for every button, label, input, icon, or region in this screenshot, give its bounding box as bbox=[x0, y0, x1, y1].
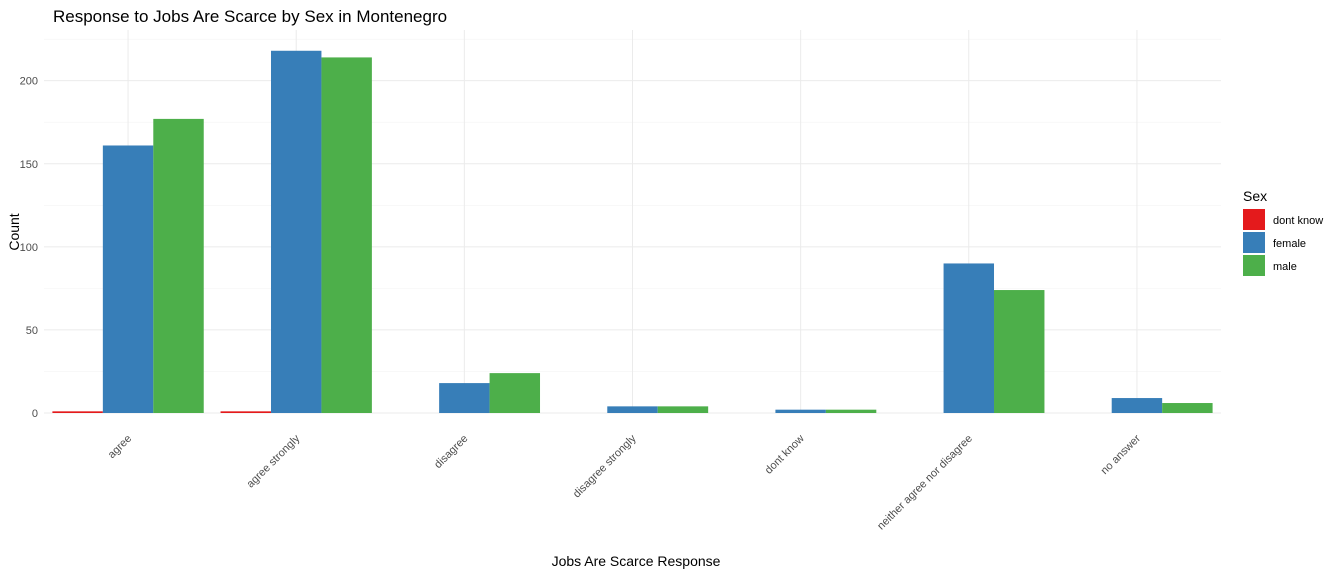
legend-label: male bbox=[1273, 261, 1297, 273]
legend-title: Sex bbox=[1243, 188, 1267, 204]
bars bbox=[52, 50, 1213, 414]
bar bbox=[102, 145, 154, 413]
y-tick-label: 100 bbox=[20, 242, 38, 254]
y-tick-label: 50 bbox=[26, 325, 38, 337]
bar bbox=[321, 57, 372, 414]
bar bbox=[153, 118, 204, 414]
bar bbox=[220, 411, 271, 413]
x-axis-title: Jobs Are Scarce Response bbox=[552, 553, 721, 569]
bar bbox=[775, 409, 826, 413]
y-axis-ticks: 0 50 100 150 200 bbox=[20, 76, 38, 420]
chart-title: Response to Jobs Are Scarce by Sex in Mo… bbox=[53, 7, 447, 26]
bar bbox=[1162, 403, 1213, 413]
bar bbox=[994, 290, 1045, 413]
x-tick-label: no answer bbox=[1099, 432, 1144, 477]
x-tick-label: agree bbox=[106, 433, 134, 461]
x-axis-ticks: agree agree strongly disagree disagree stro… bbox=[106, 432, 1143, 532]
x-tick-label: disagree bbox=[432, 433, 470, 471]
y-tick-label: 0 bbox=[32, 408, 38, 420]
bar bbox=[439, 383, 490, 413]
bar bbox=[1111, 398, 1163, 413]
y-tick-label: 150 bbox=[20, 159, 38, 171]
x-tick-label: neither agree nor disagree bbox=[875, 433, 975, 533]
legend-key bbox=[1243, 232, 1265, 253]
legend-key bbox=[1243, 209, 1265, 230]
x-tick-label: dont know bbox=[763, 433, 807, 477]
legend: Sex dont know female male bbox=[1243, 188, 1323, 276]
legend-label: dont know bbox=[1273, 215, 1323, 227]
bar bbox=[489, 373, 541, 413]
x-tick-label: disagree strongly bbox=[571, 432, 639, 500]
y-tick-label: 200 bbox=[20, 76, 38, 88]
bar bbox=[657, 406, 709, 413]
bar bbox=[825, 409, 877, 413]
bar bbox=[607, 406, 658, 413]
y-axis-title: Count bbox=[6, 213, 22, 250]
bar bbox=[52, 411, 103, 413]
x-tick-label: agree strongly bbox=[245, 432, 303, 490]
legend-key bbox=[1243, 255, 1265, 276]
legend-label: female bbox=[1273, 238, 1306, 250]
bar bbox=[943, 263, 995, 413]
legend-items: dont know female male bbox=[1243, 209, 1323, 276]
bar bbox=[270, 50, 322, 413]
